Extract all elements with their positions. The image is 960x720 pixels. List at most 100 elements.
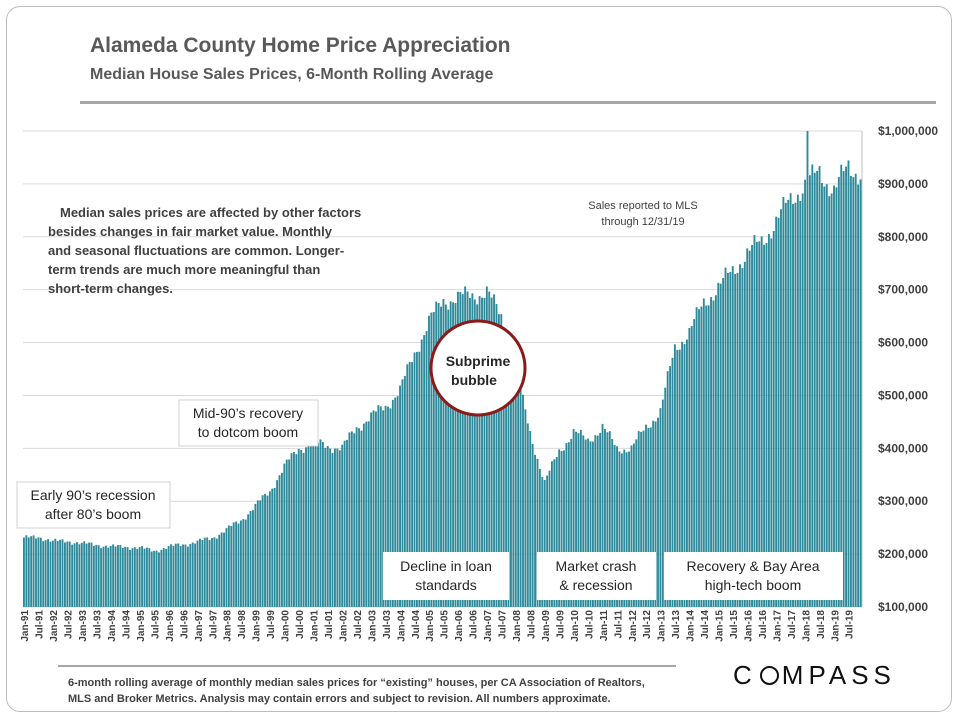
footnote-line1: 6-month rolling average of monthly media… [68, 677, 645, 689]
bar [39, 537, 42, 607]
bar [548, 470, 551, 607]
bar [329, 448, 332, 607]
bar [483, 297, 486, 607]
bar [594, 435, 597, 607]
x-tick-label: Jul-14 [700, 610, 711, 639]
bar [507, 345, 510, 607]
bar [534, 454, 536, 607]
bar [519, 389, 522, 607]
bar [223, 532, 225, 607]
bar [358, 428, 360, 607]
bar [563, 450, 565, 607]
bar [830, 193, 833, 607]
bar [777, 217, 780, 607]
bar [821, 183, 823, 607]
annotation-crash-line2: & recession [559, 577, 632, 593]
bar [211, 538, 213, 607]
bar [309, 446, 312, 607]
bar [719, 283, 722, 607]
bar [775, 216, 778, 607]
bar [613, 444, 616, 607]
bar [741, 268, 744, 607]
bar [683, 344, 686, 607]
bar-series [23, 131, 862, 608]
bar [746, 248, 749, 607]
bar [623, 449, 626, 607]
bar [374, 411, 377, 607]
bar [317, 442, 320, 607]
bar [145, 547, 148, 607]
bar [44, 540, 47, 607]
x-tick-label: Jul-17 [787, 610, 798, 639]
bar [500, 314, 503, 607]
y-tick-label: $1,000,000 [878, 124, 938, 138]
bar [256, 500, 259, 607]
bar [273, 488, 276, 607]
bar [510, 357, 512, 607]
bar [112, 544, 115, 607]
bar [220, 532, 223, 607]
bar [599, 432, 602, 607]
annotation-mid90s-line1: Mid-90’s recovery [193, 405, 303, 421]
bar [90, 542, 93, 607]
bar [722, 278, 725, 607]
y-tick-label: $700,000 [878, 283, 928, 297]
bar [314, 439, 317, 607]
bar [632, 443, 635, 607]
chart-subtitle: Median House Sales Prices, 6-Month Rolli… [90, 66, 494, 83]
bar [669, 366, 672, 607]
bar [51, 540, 54, 607]
x-tick-label: Jul-19 [845, 610, 856, 639]
bar [553, 459, 556, 607]
bar [158, 552, 160, 607]
bar [620, 453, 623, 607]
bar [787, 199, 790, 607]
bar [213, 537, 216, 607]
y-tick-label: $900,000 [878, 177, 928, 191]
bar [324, 447, 327, 607]
bar [505, 343, 508, 607]
annotation-early90s: Early 90’s recession after 80’s boom [16, 481, 171, 529]
bar [182, 544, 184, 607]
bar [302, 452, 305, 607]
x-tick-label: Jul-05 [440, 610, 451, 639]
x-tick-label: Jul-15 [729, 610, 740, 639]
bar [543, 480, 546, 607]
bar [490, 297, 493, 607]
x-tick-label: Jul-93 [93, 610, 104, 639]
bar [596, 435, 599, 607]
title-divider [80, 101, 936, 104]
bar [522, 394, 524, 607]
bar [194, 543, 197, 607]
footnote-line2: MLS and Broker Metrics. Analysis may con… [68, 693, 611, 705]
bar [54, 538, 57, 607]
x-tick-label: Jan-07 [483, 610, 494, 642]
bar [671, 357, 674, 607]
bar [698, 309, 700, 607]
annotation-crash-line1: Market crash [556, 558, 637, 574]
bar [49, 541, 52, 607]
x-tick-label: Jul-95 [150, 610, 161, 639]
bar [538, 468, 541, 607]
bar [334, 448, 336, 607]
bar [346, 439, 348, 607]
y-tick-label: $500,000 [878, 388, 928, 402]
x-tick-label: Jul-16 [758, 610, 769, 639]
bar [121, 547, 124, 607]
bar [76, 542, 78, 607]
bar [729, 272, 732, 607]
bar [700, 306, 703, 607]
bar [300, 449, 303, 607]
bar [285, 459, 288, 607]
x-tick-label: Jul-10 [584, 610, 595, 639]
bar [218, 534, 221, 607]
bar [666, 371, 669, 607]
bar [676, 349, 679, 607]
bar [476, 304, 479, 607]
bar [353, 433, 356, 607]
bar [319, 439, 322, 607]
annotation-mid90s: Mid-90’s recovery to dotcom boom [178, 399, 319, 447]
logo-text-post: MPASS [781, 660, 896, 690]
x-tick-label: Jan-99 [252, 610, 263, 642]
annotation-recovery: Recovery & Bay Area high-tech boom [664, 552, 843, 600]
